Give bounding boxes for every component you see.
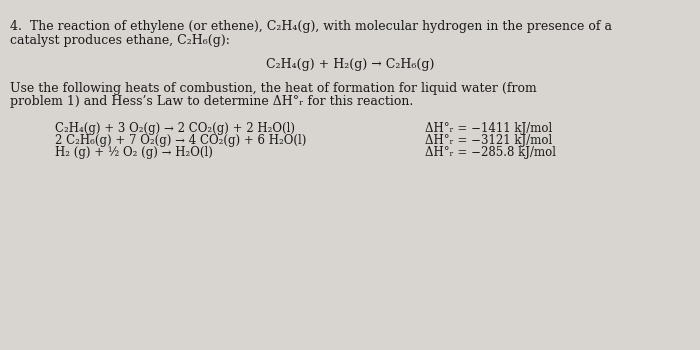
- Text: 2 C₂H₆(g) + 7 O₂(g) → 4 CO₂(g) + 6 H₂O(l): 2 C₂H₆(g) + 7 O₂(g) → 4 CO₂(g) + 6 H₂O(l…: [55, 134, 307, 147]
- Text: ΔH°ᵣ = −285.8 kJ/mol: ΔH°ᵣ = −285.8 kJ/mol: [425, 146, 556, 159]
- Text: ΔH°ᵣ = −3121 kJ/mol: ΔH°ᵣ = −3121 kJ/mol: [425, 134, 552, 147]
- Text: ΔH°ᵣ = −1411 kJ/mol: ΔH°ᵣ = −1411 kJ/mol: [425, 122, 552, 135]
- Text: Use the following heats of combustion, the heat of formation for liquid water (f: Use the following heats of combustion, t…: [10, 82, 537, 95]
- Text: C₂H₄(g) + 3 O₂(g) → 2 CO₂(g) + 2 H₂O(l): C₂H₄(g) + 3 O₂(g) → 2 CO₂(g) + 2 H₂O(l): [55, 122, 295, 135]
- Text: H₂ (g) + ½ O₂ (g) → H₂O(l): H₂ (g) + ½ O₂ (g) → H₂O(l): [55, 146, 213, 159]
- Text: catalyst produces ethane, C₂H₆(g):: catalyst produces ethane, C₂H₆(g):: [10, 34, 230, 47]
- Text: C₂H₄(g) + H₂(g) → C₂H₆(g): C₂H₄(g) + H₂(g) → C₂H₆(g): [266, 58, 434, 71]
- Text: 4.  The reaction of ethylene (or ethene), C₂H₄(g), with molecular hydrogen in th: 4. The reaction of ethylene (or ethene),…: [10, 20, 612, 33]
- Text: problem 1) and Hess’s Law to determine ΔH°ᵣ for this reaction.: problem 1) and Hess’s Law to determine Δ…: [10, 95, 413, 108]
